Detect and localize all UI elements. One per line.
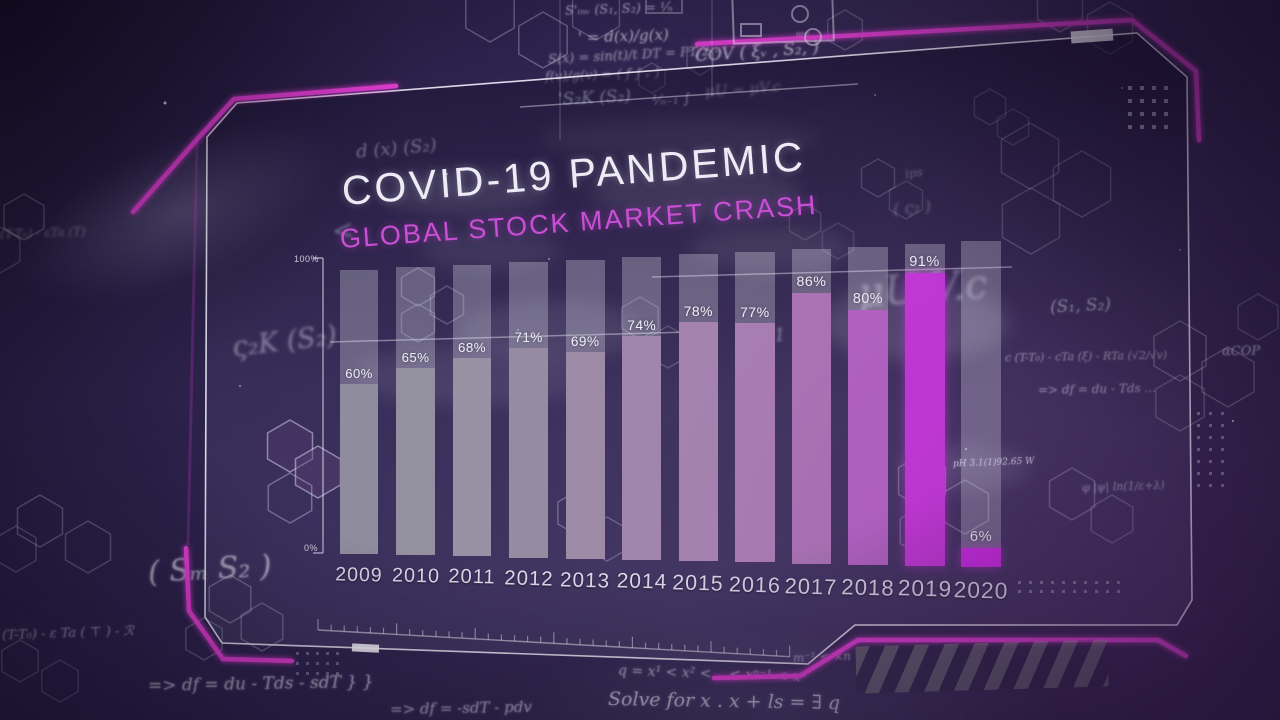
video-frame: S'ᵢₙᵥ (S₁, S₂) = ¹⁄ₙ' = d(x)/g(x)S(x) = …: [0, 0, 1280, 720]
vignette: [0, 0, 1280, 720]
